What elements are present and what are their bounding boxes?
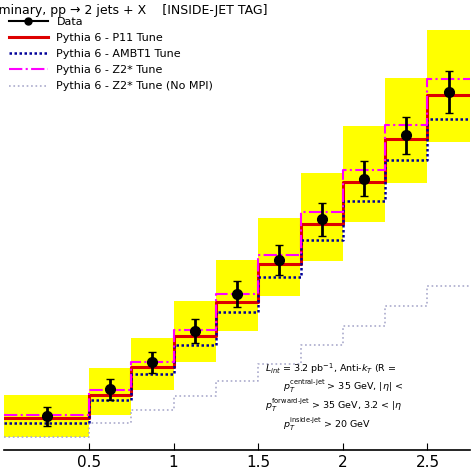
Text: iminary, pp → 2 jets + X    [INSIDE-JET TAG]: iminary, pp → 2 jets + X [INSIDE-JET TAG… [0, 4, 267, 17]
Text: $L_{int}$ = 3.2 pb$^{-1}$, Anti-$k_T$ (R =
      $p_T^{\rm central\text{-}jet}$ : $L_{int}$ = 3.2 pb$^{-1}$, Anti-$k_T$ (R… [265, 361, 403, 433]
Bar [343, 126, 385, 222]
Bar [89, 368, 131, 415]
Legend: Data, Pythia 6 - P11 Tune, Pythia 6 - AMBT1 Tune, Pythia 6 - Z2* Tune, Pythia 6 : Data, Pythia 6 - P11 Tune, Pythia 6 - AM… [4, 12, 218, 96]
Bar [173, 301, 216, 362]
Bar [131, 338, 173, 390]
Bar [216, 260, 258, 331]
Bar [428, 30, 470, 142]
Bar [4, 395, 89, 437]
Bar [385, 78, 428, 183]
Bar [301, 173, 343, 261]
Bar [258, 218, 301, 296]
